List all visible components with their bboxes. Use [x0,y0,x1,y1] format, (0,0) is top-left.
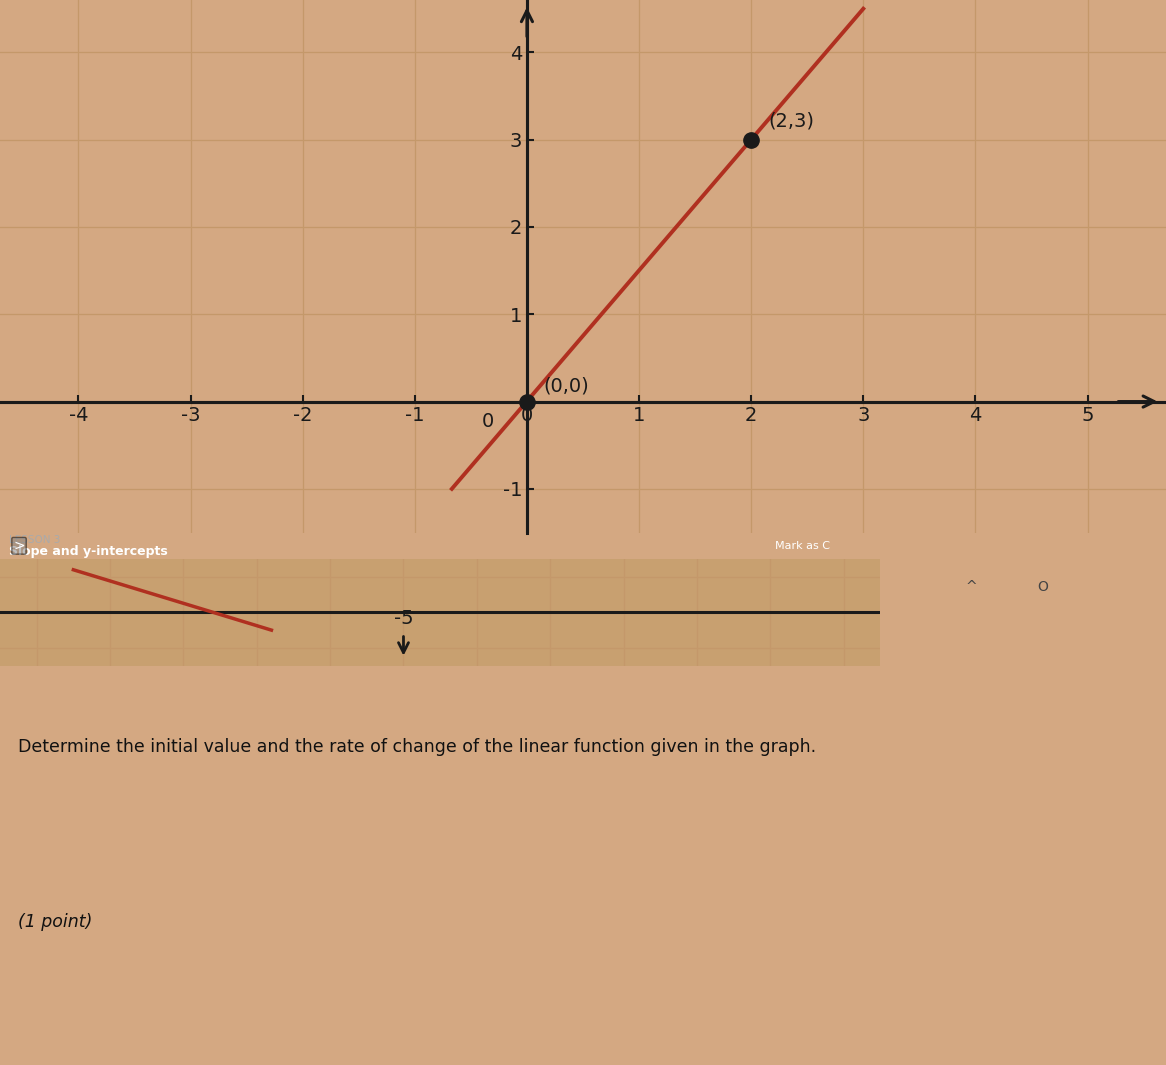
Text: Determine the initial value and the rate of change of the linear function given : Determine the initial value and the rate… [17,738,816,755]
Text: -5: -5 [394,609,413,628]
Text: ^: ^ [965,580,977,594]
Text: 0: 0 [482,412,494,431]
Text: (0,0): (0,0) [543,376,590,395]
Text: Slope and y-intercepts: Slope and y-intercepts [9,545,168,558]
Text: (2,3): (2,3) [768,112,814,131]
Text: LESSON 3: LESSON 3 [9,535,61,545]
Text: O: O [1038,580,1048,594]
Text: (1 point): (1 point) [17,914,92,931]
Text: Mark as C: Mark as C [774,541,830,551]
Text: >: > [13,539,24,553]
